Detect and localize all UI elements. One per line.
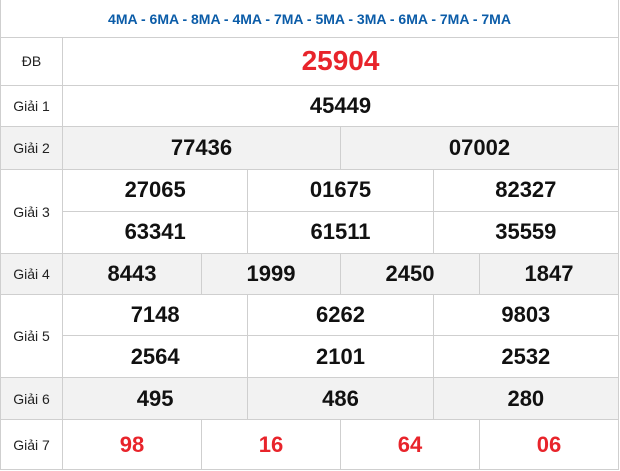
prize-row-3: Giải 3 27065 01675 82327 63341 61511 35559 [1,170,618,254]
prize-label: Giải 3 [1,170,63,253]
prize-number: 98 [63,420,202,469]
prize-number: 486 [248,378,434,419]
prize-line: 98 16 64 06 [63,420,618,469]
prize-line: 2564 2101 2532 [63,336,618,377]
prize-numbers: 7148 6262 9803 2564 2101 2532 [63,295,618,377]
prize-numbers: 8443 1999 2450 1847 [63,254,618,294]
prize-number: 63341 [63,211,249,253]
prize-line: 495 486 280 [63,378,618,419]
prize-label: Giải 4 [1,254,63,294]
prize-number: 64 [341,420,480,469]
prize-number: 280 [507,385,545,411]
prize-number: 35559 [495,219,557,245]
prize-numbers: 98 16 64 06 [63,420,618,469]
prize-number: 06 [536,431,562,457]
prize-line: 77436 07002 [63,127,618,169]
prize-label: ĐB [1,37,63,85]
prize-number: 27065 [63,170,249,211]
prize-number: 82327 [495,177,557,203]
prize-numbers: 25904 [63,37,618,85]
prize-line: 8443 1999 2450 1847 [63,254,618,294]
prize-number: 1847 [524,261,574,286]
prize-number: 1999 [202,254,341,294]
prize-numbers: 45449 [63,86,618,126]
prize-row-4: Giải 4 8443 1999 2450 1847 [1,254,618,295]
prize-number: 7148 [63,295,249,335]
prize-numbers: 495 486 280 [63,378,618,419]
prize-number: 495 [63,378,249,419]
prize-number: 2450 [341,254,480,294]
prize-number: 2564 [63,336,249,377]
prize-row-1: Giải 1 45449 [1,86,618,127]
prize-line: 63341 61511 35559 [63,211,618,253]
province-codes-header: 4MA - 6MA - 8MA - 4MA - 7MA - 5MA - 3MA … [1,0,618,38]
prize-number: 2532 [501,343,551,369]
prize-label: Giải 6 [1,378,63,419]
prize-number: 9803 [501,302,551,327]
prize-row-7: Giải 7 98 16 64 06 [1,420,618,470]
prize-label: Giải 1 [1,86,63,126]
prize-number: 2101 [248,336,434,377]
prize-row-2: Giải 2 77436 07002 [1,127,618,170]
prize-label: Giải 5 [1,295,63,377]
prize-line: 7148 6262 9803 [63,295,618,336]
prize-number: 61511 [248,211,434,253]
prize-number: 16 [202,420,341,469]
prize-line: 25904 [63,37,618,85]
prize-line: 45449 [63,86,618,126]
prize-number: 01675 [248,170,434,211]
prize-numbers: 27065 01675 82327 63341 61511 35559 [63,170,618,253]
prize-row-5: Giải 5 7148 6262 9803 2564 2101 2532 [1,295,618,378]
prize-label: Giải 2 [1,127,63,169]
prize-number: 8443 [63,254,202,294]
prize-number: 77436 [63,127,341,169]
prize-row-special: ĐB 25904 [1,37,618,86]
prize-label: Giải 7 [1,420,63,469]
prize-row-6: Giải 6 495 486 280 [1,378,618,420]
prize-number: 07002 [448,135,511,160]
prize-line: 27065 01675 82327 [63,170,618,212]
prize-numbers: 77436 07002 [63,127,618,169]
prize-number: 6262 [248,295,434,335]
prize-number: 45449 [309,93,372,118]
prize-number: 25904 [301,45,380,76]
